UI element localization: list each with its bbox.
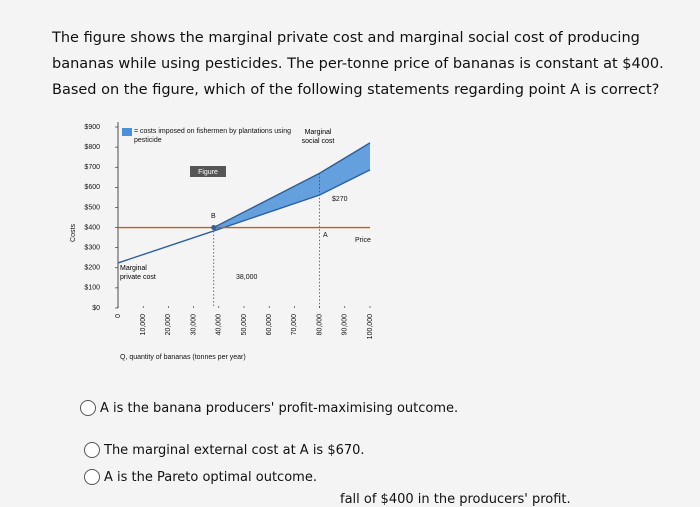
y-tick-label: $0 <box>92 305 100 312</box>
x-axis-label: Q, quantity of bananas (tonnes per year) <box>120 354 246 361</box>
x-tick-label: 30,000 <box>190 314 197 336</box>
radio[interactable] <box>80 400 96 416</box>
mpc-label-box: Marginal private cost <box>120 265 156 281</box>
question-line: bananas while using pesticides. The per-… <box>52 56 664 72</box>
annotation: $270 <box>332 196 348 203</box>
series-line <box>213 142 371 229</box>
annotation: B <box>211 213 216 220</box>
y-tick-label: $600 <box>84 184 100 191</box>
series-line <box>117 169 371 264</box>
x-tick-label: 80,000 <box>316 314 323 336</box>
option-text: A is the Pareto optimal outcome. <box>104 469 317 485</box>
point-b <box>211 225 217 231</box>
radio[interactable] <box>84 469 100 485</box>
y-tick-label: $300 <box>84 245 100 252</box>
option-text: A is the banana producers' profit-maximi… <box>100 400 459 416</box>
legend-text-box: = costs imposed on fishermen by plantati… <box>134 128 292 144</box>
x-tick-label: 20,000 <box>165 314 172 336</box>
option: fall of $400 in the producers' profit. <box>340 492 571 507</box>
x-tick-label: 90,000 <box>342 314 349 336</box>
option-text: The marginal external cost at A is $670. <box>104 442 365 458</box>
x-tick-label: 40,000 <box>216 314 223 336</box>
option[interactable]: A is the banana producers' profit-maximi… <box>80 400 458 416</box>
option[interactable]: A is the Pareto optimal outcome. <box>84 469 317 485</box>
x-tick-label: 70,000 <box>291 314 298 336</box>
radio[interactable] <box>84 442 100 458</box>
msc-label-box: Marginal social cost <box>301 129 335 145</box>
legend-swatch <box>122 128 132 136</box>
figure-button[interactable] <box>190 166 226 177</box>
external-cost-area <box>213 142 370 231</box>
figure-button-label[interactable]: Figure <box>198 169 218 176</box>
series-label: Marginal social cost <box>301 129 335 145</box>
legend-text: = costs imposed on fishermen by plantati… <box>134 128 292 144</box>
y-tick-label: $900 <box>84 124 100 131</box>
y-tick-label: $200 <box>84 265 100 272</box>
x-tick-label: 50,000 <box>241 314 248 336</box>
option-text: fall of $400 in the producers' profit. <box>340 492 571 507</box>
annotation: 38,000 <box>236 274 258 281</box>
y-tick-label: $700 <box>84 164 100 171</box>
y-tick-label: $400 <box>84 224 100 231</box>
y-tick-label: $500 <box>84 204 100 211</box>
y-tick-label: $800 <box>84 144 100 151</box>
x-tick-label: 100,000 <box>367 314 374 339</box>
y-axis-label: Costs <box>70 224 77 242</box>
y-tick-label: $100 <box>84 285 100 292</box>
question-line: Based on the figure, which of the follow… <box>52 82 660 98</box>
question-line: The figure shows the marginal private co… <box>52 30 640 46</box>
x-tick-label: 60,000 <box>266 314 273 336</box>
x-tick-label: 0 <box>115 314 122 318</box>
x-tick-label: 10,000 <box>140 314 147 336</box>
option[interactable]: The marginal external cost at A is $670. <box>84 442 365 458</box>
annotation: A <box>323 232 328 239</box>
series-label: Price <box>355 237 371 244</box>
series-label: Marginal private cost <box>120 265 156 281</box>
